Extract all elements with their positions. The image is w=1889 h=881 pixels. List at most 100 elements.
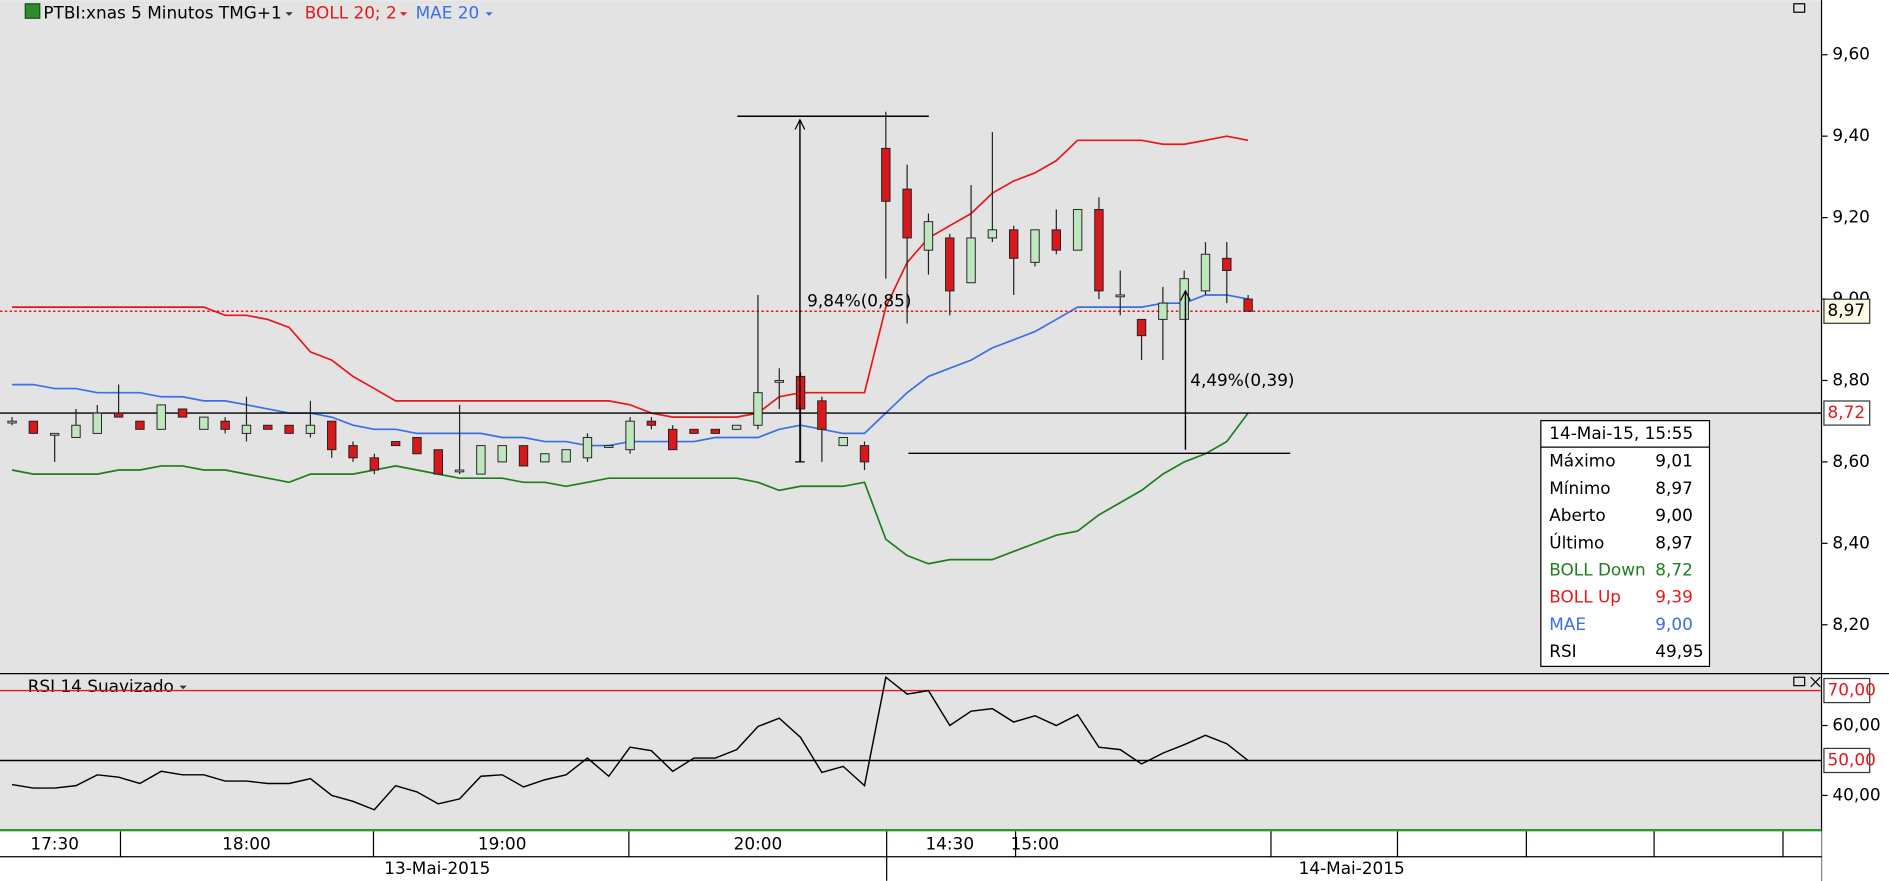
price-label: 8,72	[1828, 402, 1866, 422]
candle-body	[433, 449, 443, 475]
info-label: BOLL Down	[1549, 559, 1645, 579]
info-label: Mínimo	[1549, 478, 1610, 498]
y-tick-label: 8,60	[1832, 451, 1870, 471]
rsi-line	[11, 675, 1249, 811]
candle-body	[753, 392, 763, 426]
dropdown-arrow[interactable]	[485, 12, 493, 16]
candle-body	[817, 400, 827, 430]
x-tick-label: 14:30	[925, 834, 974, 854]
y-tick-label: 8,80	[1832, 369, 1870, 389]
y-tick-label: 9,60	[1832, 44, 1870, 64]
candle-body	[1051, 229, 1062, 251]
measure-arrow	[1180, 289, 1191, 301]
candle-body	[1115, 294, 1125, 298]
info-label: RSI	[1549, 641, 1576, 661]
candle-body	[582, 436, 593, 459]
candle-body	[390, 441, 401, 447]
candle-body	[1222, 257, 1232, 272]
candle-body	[646, 420, 657, 426]
candle-body	[731, 424, 742, 430]
x-tick-label: 18:00	[222, 834, 271, 854]
window-button[interactable]	[1793, 3, 1806, 13]
x-tick-label: 15:00	[1011, 834, 1060, 854]
dropdown-arrow[interactable]	[399, 12, 408, 16]
candle-body	[923, 221, 934, 251]
candle-body	[859, 445, 870, 463]
candle-body	[412, 436, 422, 455]
candle-body	[348, 445, 358, 459]
info-label: BOLL Up	[1549, 587, 1621, 607]
info-value: 8,97	[1655, 478, 1693, 498]
candle-body	[1200, 253, 1211, 292]
candle-body	[327, 420, 337, 451]
candle-body	[689, 428, 699, 434]
info-value: 9,00	[1655, 614, 1693, 634]
info-value: 9,39	[1655, 587, 1693, 607]
boll-lower	[11, 412, 1249, 565]
y-tick-label: 8,40	[1832, 532, 1870, 552]
candle-body	[497, 445, 507, 463]
info-value: 49,95	[1655, 641, 1703, 661]
candle-body	[1136, 318, 1147, 337]
info-label: Último	[1549, 531, 1604, 552]
candle-body	[199, 416, 209, 430]
candle-body	[71, 424, 81, 438]
candle-body	[7, 420, 17, 424]
y-tick-label: 60,00	[1832, 715, 1880, 735]
y-tick-label: 40,00	[1832, 784, 1880, 804]
candle-body	[561, 449, 571, 463]
price-label-box	[1823, 400, 1871, 426]
info-label: Aberto	[1549, 505, 1605, 525]
info-box-frame	[1540, 420, 1711, 667]
candle-body	[1158, 302, 1168, 320]
candle-body	[220, 420, 230, 430]
info-value: 8,97	[1655, 532, 1693, 552]
candle-body	[1072, 208, 1083, 251]
candle-body	[604, 445, 614, 448]
candle-body	[49, 432, 60, 436]
candle-body	[1008, 229, 1019, 259]
candle-body	[710, 428, 721, 434]
candle-body	[263, 424, 273, 430]
candle-body	[1243, 298, 1253, 312]
candle-body	[28, 420, 39, 434]
plot-background	[0, 0, 1822, 832]
candle-body	[540, 453, 550, 463]
candle-body	[966, 237, 976, 284]
date-label: 14-Mai-2015	[1299, 858, 1405, 878]
candle-body	[284, 424, 294, 434]
y-tick-label: 9,40	[1832, 125, 1870, 145]
info-value: 9,00	[1655, 505, 1693, 525]
candle-body	[518, 445, 529, 467]
candle-body	[945, 237, 955, 292]
candle-body	[369, 457, 380, 471]
info-value: 8,72	[1655, 559, 1693, 579]
price-label-box	[1823, 747, 1871, 774]
measure-arrow	[794, 118, 806, 130]
candle-body	[987, 229, 998, 239]
candle-body	[476, 445, 486, 475]
candle-body	[1030, 229, 1040, 263]
price-label: 8,97	[1828, 300, 1866, 320]
info-box-title: 14-Mai-15, 15:55	[1549, 423, 1693, 443]
candle-body	[92, 412, 102, 434]
x-tick-label: 19:00	[478, 834, 527, 854]
window-button[interactable]	[1793, 676, 1806, 687]
close-button[interactable]	[1810, 676, 1821, 688]
candle-body	[668, 428, 678, 451]
candle-body	[1179, 278, 1189, 320]
candle-body	[156, 404, 166, 430]
y-tick-label: 9,20	[1832, 207, 1870, 227]
info-box: 14-Mai-15, 15:55 Máximo 9,01 Mínimo 8,97 Abe…	[1540, 420, 1711, 667]
candle-body	[1094, 208, 1104, 292]
dropdown-arrow[interactable]	[285, 12, 293, 16]
chart-title: PTBI:xnas 5 Minutos TMG+1	[43, 2, 281, 22]
dropdown-arrow[interactable]	[179, 685, 187, 690]
x-tick-label: 17:30	[30, 834, 79, 854]
price-label: 50,00	[1828, 749, 1876, 769]
time-separators	[119, 831, 1784, 881]
candle-body	[113, 412, 124, 418]
price-label-box	[1823, 298, 1871, 324]
